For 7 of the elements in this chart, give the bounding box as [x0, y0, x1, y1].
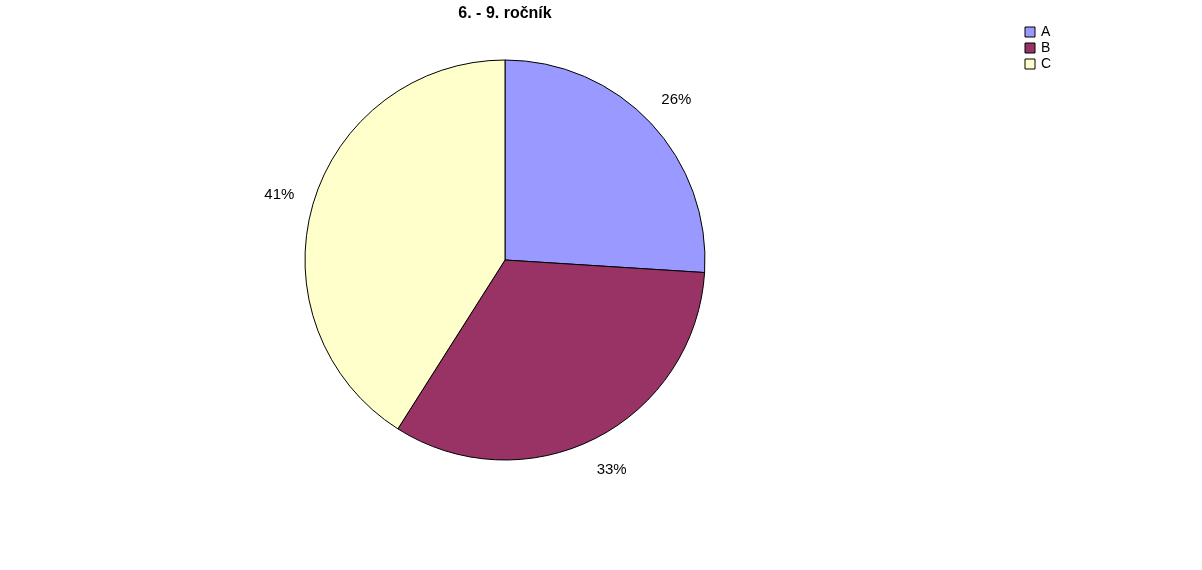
- chart-title: 6. - 9. ročník: [458, 4, 552, 21]
- legend-label: A: [1041, 23, 1051, 39]
- data-label: 33%: [596, 460, 627, 478]
- data-label: 41%: [264, 185, 295, 203]
- legend-label: B: [1041, 39, 1051, 55]
- data-label: 26%: [661, 90, 692, 108]
- legend-label: C: [1041, 55, 1052, 71]
